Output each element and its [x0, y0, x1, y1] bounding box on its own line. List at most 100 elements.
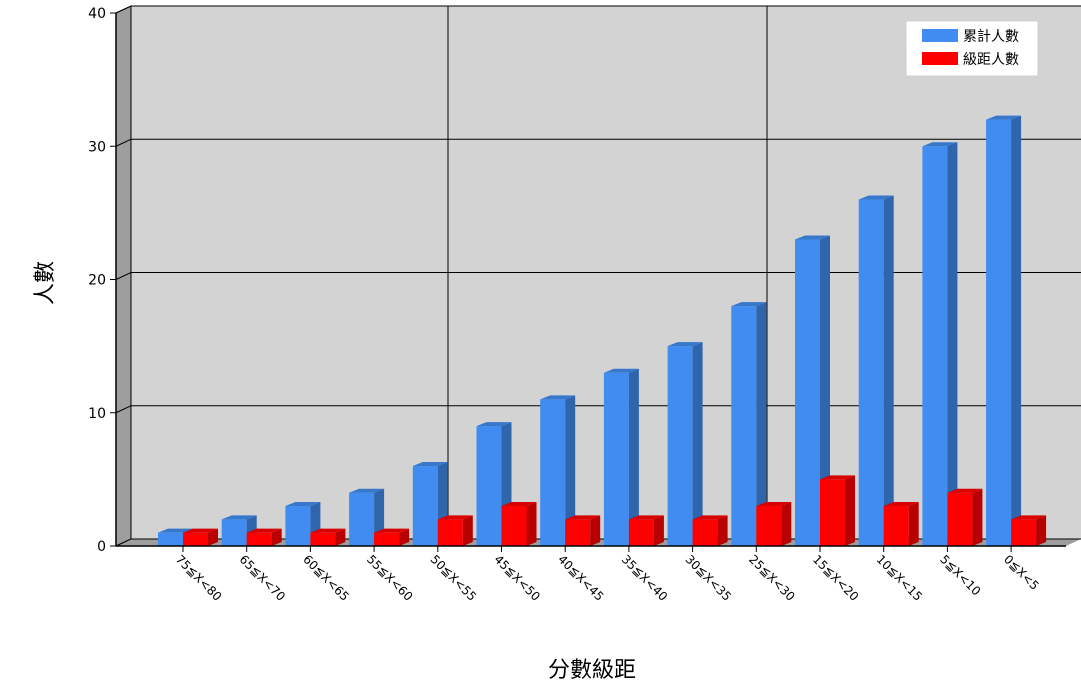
- x-tick-label: 25≦X<30: [746, 552, 798, 604]
- bar-interval: [501, 502, 537, 546]
- bar-front: [310, 532, 336, 546]
- bar-front: [667, 346, 693, 546]
- bar-front: [246, 532, 272, 546]
- bar-front: [603, 372, 629, 546]
- bar-interval: [820, 475, 855, 546]
- y-axis-title: 人數: [33, 261, 58, 305]
- bar-side: [947, 142, 958, 546]
- h-gridline-side: [115, 405, 132, 414]
- bar-top: [437, 515, 473, 520]
- bar-side: [653, 515, 664, 546]
- y-tick-label: 10: [88, 406, 106, 422]
- bar-top: [158, 528, 193, 533]
- bar-side: [781, 502, 792, 546]
- bar-interval: [883, 502, 919, 546]
- bar-side: [399, 528, 410, 546]
- x-tick-label: 75≦X<80: [173, 552, 225, 604]
- bar-front: [922, 146, 948, 546]
- y-tick-labels: 0 10 20 30 40: [88, 6, 116, 555]
- bar-top: [310, 528, 346, 533]
- bar-front: [221, 519, 247, 546]
- bar-interval: [1011, 515, 1047, 546]
- bar-interval: [310, 528, 346, 546]
- x-tick-label: 0≦X<5: [1001, 552, 1042, 593]
- bar-top: [501, 502, 537, 507]
- bar-top: [565, 515, 601, 520]
- bar-top: [1011, 515, 1047, 520]
- bar-cumulative: [795, 235, 830, 546]
- bar-top: [692, 515, 728, 520]
- bar-top: [731, 302, 767, 307]
- bar-front: [437, 519, 463, 546]
- bar-front: [986, 119, 1012, 546]
- bar-front: [501, 506, 527, 546]
- bar-top: [628, 515, 664, 520]
- bar-interval: [628, 515, 664, 546]
- x-tick-label: 30≦X<35: [682, 552, 734, 604]
- bar-side: [692, 342, 703, 546]
- bar-top: [820, 475, 855, 480]
- bar-front: [820, 479, 845, 546]
- x-tick-labels: 75≦X<80 65≦X<70 60≦X<65 55≦X<60 50≦X<55 45≦X<…: [173, 546, 1042, 604]
- bar-front: [183, 532, 208, 546]
- bar-top: [795, 235, 830, 240]
- bar-top: [246, 528, 282, 533]
- h-gridline-side: [115, 138, 132, 147]
- x-tick-label: 40≦X<45: [555, 552, 607, 604]
- bar-side: [526, 502, 537, 546]
- bar-cumulative: [412, 462, 448, 546]
- bar-top: [883, 502, 919, 507]
- bar-top: [667, 342, 703, 347]
- bar-side: [590, 515, 601, 546]
- bars: [158, 115, 1047, 547]
- x-tick-label: 50≦X<55: [428, 552, 480, 604]
- bar-top: [922, 142, 958, 147]
- bar-top: [374, 528, 410, 533]
- bar-side: [565, 395, 576, 546]
- bar-front: [374, 532, 400, 546]
- bar-front: [883, 506, 909, 546]
- bar-cumulative: [476, 422, 512, 546]
- bar-front: [540, 399, 566, 546]
- x-tick-label: 55≦X<60: [364, 552, 416, 604]
- bar-front: [349, 492, 375, 546]
- bar-top: [285, 502, 321, 507]
- bar-side: [271, 528, 282, 546]
- bar-interval: [692, 515, 728, 546]
- bar-interval: [374, 528, 410, 546]
- x-tick-label: 60≦X<65: [300, 552, 352, 604]
- h-gridline-side: [115, 538, 132, 547]
- bar-top: [183, 528, 218, 533]
- bar-front: [858, 199, 884, 547]
- bar-top: [947, 488, 983, 493]
- legend-swatch-interval: [922, 52, 958, 65]
- h-gridline-side: [115, 272, 132, 280]
- bar-cumulative: [858, 195, 894, 547]
- bar-interval: [947, 488, 983, 546]
- bar-cumulative: [540, 395, 576, 546]
- bar-top: [756, 502, 792, 507]
- bar-top: [412, 462, 448, 467]
- bar-front: [731, 306, 757, 546]
- x-tick-label: 5≦X<10: [937, 552, 983, 598]
- bar-front: [795, 239, 820, 546]
- bar-front: [1011, 519, 1037, 546]
- legend-label-cumulative: 累計人數: [963, 29, 1019, 45]
- bar-interval: [756, 502, 792, 546]
- bar-top: [476, 422, 512, 427]
- bar-interval: [183, 528, 218, 546]
- x-tick-label: 45≦X<50: [491, 552, 543, 604]
- x-axis-title: 分數級距: [548, 658, 636, 683]
- bar-front: [476, 426, 502, 546]
- bar-side: [883, 195, 894, 547]
- bar-top: [603, 368, 639, 373]
- x-tick-label: 35≦X<40: [619, 552, 671, 604]
- x-tick-label: 65≦X<70: [237, 552, 289, 604]
- bar-side: [335, 528, 346, 546]
- bar-cumulative: [603, 368, 639, 546]
- bar-side: [972, 488, 983, 546]
- bar-front: [947, 492, 973, 546]
- bar-side: [628, 368, 639, 546]
- y-tick-label: 20: [88, 273, 106, 289]
